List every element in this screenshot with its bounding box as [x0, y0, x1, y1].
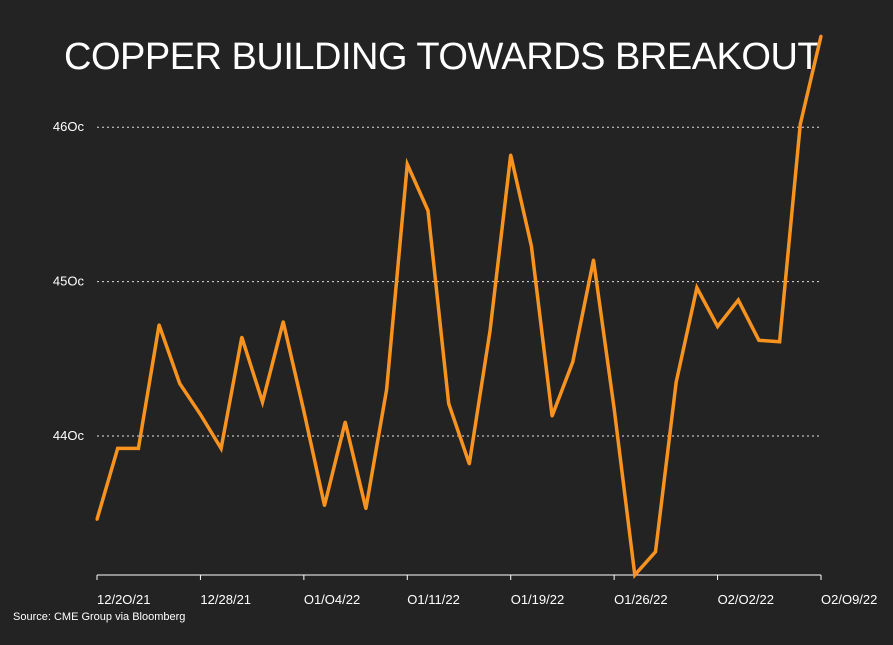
data-point: [178, 382, 182, 386]
data-point: [260, 400, 264, 404]
x-tick-label: 12/2O/21: [97, 592, 151, 607]
data-point: [343, 420, 347, 424]
data-point: [240, 335, 244, 339]
data-point: [716, 324, 720, 328]
data-point: [488, 329, 492, 333]
y-axis-labels: 44Oc 45Oc 46Oc: [53, 119, 85, 443]
data-point: [116, 446, 120, 450]
y-tick-label: 44Oc: [53, 428, 85, 443]
series-layer: [95, 34, 823, 580]
data-point: [798, 122, 802, 126]
data-point: [426, 209, 430, 213]
data-point: [198, 412, 202, 416]
data-point: [529, 244, 533, 248]
data-point: [405, 162, 409, 166]
data-point: [591, 258, 595, 262]
data-point: [612, 406, 616, 410]
data-point: [447, 402, 451, 406]
data-point: [136, 446, 140, 450]
data-point: [695, 286, 699, 290]
data-point: [509, 153, 513, 157]
chart-title: COPPER BUILDING TOWARDS BREAKOUT: [64, 36, 821, 78]
y-tick-label: 45Oc: [53, 274, 85, 289]
x-tick-label: O2/O2/22: [718, 592, 774, 607]
data-point: [385, 388, 389, 392]
y-tick-label: 46Oc: [53, 119, 85, 134]
data-point: [550, 414, 554, 418]
data-point: [281, 320, 285, 324]
x-tick-label: O1/26/22: [614, 592, 668, 607]
series-line-copper: [95, 35, 823, 580]
data-point: [633, 573, 637, 577]
data-point: [778, 340, 782, 344]
data-point: [219, 446, 223, 450]
data-point: [757, 338, 761, 342]
grid-lines: [97, 126, 821, 437]
data-point: [323, 504, 327, 508]
data-point: [571, 360, 575, 364]
data-point: [302, 409, 306, 413]
x-tick-label: 12/28/21: [200, 592, 251, 607]
data-point: [736, 298, 740, 302]
data-point: [467, 462, 471, 466]
data-point: [674, 380, 678, 384]
data-point: [157, 323, 161, 327]
x-tick-label: O1/O4/22: [304, 592, 360, 607]
chart-source: Source: CME Group via Bloomberg: [13, 611, 186, 623]
data-point: [95, 517, 99, 521]
data-point: [654, 550, 658, 554]
x-tick-label: O1/19/22: [511, 592, 565, 607]
data-point: [819, 34, 823, 38]
data-point: [364, 507, 368, 511]
x-axis: 12/2O/21 12/28/21 O1/O4/22 O1/11/22 O1/19/22…: [96, 574, 877, 607]
x-tick-label: O1/11/22: [407, 592, 460, 607]
x-tick-label: O2/O9/22: [821, 592, 877, 607]
